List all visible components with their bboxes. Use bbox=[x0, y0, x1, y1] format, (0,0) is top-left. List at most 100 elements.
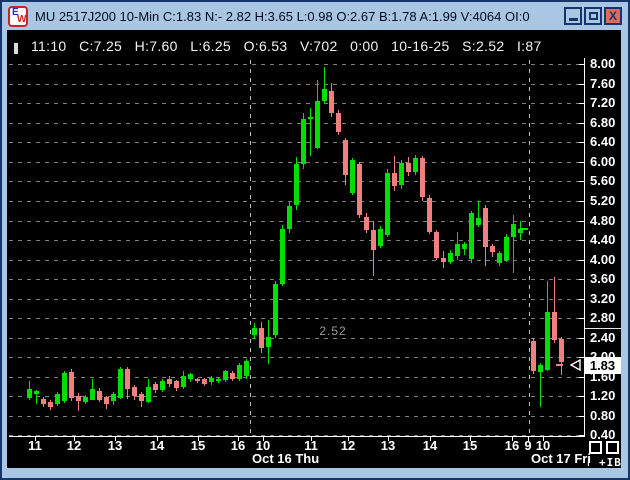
x-axis-hour-label: 15 bbox=[190, 438, 206, 453]
x-axis-hour-label: 13 bbox=[107, 438, 123, 453]
y-axis-label: 6.00 bbox=[590, 154, 616, 169]
candle bbox=[139, 394, 144, 401]
x-axis-tick bbox=[430, 437, 431, 441]
status-bar: 11:10 C:7.25 H:7.60 L:6.25 O:6.53 V:702 … bbox=[31, 38, 542, 54]
x-axis-tick bbox=[470, 437, 471, 441]
gridline bbox=[9, 435, 584, 436]
candle bbox=[83, 397, 88, 403]
candle bbox=[34, 391, 39, 394]
candle bbox=[364, 217, 369, 230]
y-axis-label: 7.60 bbox=[590, 76, 616, 91]
ib-button[interactable]: +IB bbox=[599, 456, 622, 469]
x-axis-hour-label: 12 bbox=[66, 438, 82, 453]
x-axis-tick bbox=[528, 437, 529, 441]
gridline bbox=[9, 416, 584, 417]
y-axis-tick bbox=[579, 84, 584, 85]
y-axis-tick bbox=[579, 338, 584, 339]
candle bbox=[132, 387, 137, 396]
candle bbox=[329, 91, 334, 113]
candle bbox=[104, 397, 109, 405]
candle bbox=[202, 379, 207, 384]
y-axis-tick bbox=[579, 357, 584, 358]
y-axis-label: 8.00 bbox=[590, 56, 616, 71]
candle bbox=[357, 164, 362, 216]
candle bbox=[97, 391, 102, 400]
window-title: MU 2517J200 10-Min C:1.83 N:- 2.82 H:3.6… bbox=[35, 8, 530, 24]
candle bbox=[559, 339, 564, 362]
y-axis-tick bbox=[579, 299, 584, 300]
y-axis-label: 6.80 bbox=[590, 115, 616, 130]
gridline bbox=[9, 84, 584, 85]
gridline bbox=[9, 299, 584, 300]
candle-wick bbox=[36, 390, 37, 405]
x-axis-tick bbox=[512, 437, 513, 441]
y-axis-label: 3.60 bbox=[590, 271, 616, 286]
candle bbox=[462, 244, 467, 249]
candle bbox=[552, 312, 557, 340]
minimize-icon bbox=[568, 17, 578, 21]
x-axis-hour-label: 13 bbox=[380, 438, 396, 453]
x-axis-tick bbox=[388, 437, 389, 441]
y-axis-tick bbox=[579, 142, 584, 143]
candle bbox=[195, 379, 200, 381]
y-axis-line bbox=[584, 58, 585, 437]
candle bbox=[41, 399, 46, 405]
session-break-line bbox=[529, 60, 530, 437]
x-axis-tick bbox=[348, 437, 349, 441]
candle bbox=[490, 246, 495, 253]
candle bbox=[448, 253, 453, 262]
x-axis-date-label: Oct 17 Fri bbox=[531, 451, 591, 466]
candle bbox=[476, 218, 481, 225]
candle-wick bbox=[513, 215, 514, 273]
y-axis-label: 3.20 bbox=[590, 291, 616, 306]
y-axis-label: 5.60 bbox=[590, 173, 616, 188]
candle bbox=[538, 365, 543, 372]
candle bbox=[62, 373, 67, 401]
candle-wick bbox=[540, 363, 541, 407]
candle bbox=[531, 341, 536, 372]
last-price-tag: 1.83 bbox=[584, 357, 621, 374]
candle bbox=[209, 378, 214, 383]
session-break-line bbox=[250, 60, 251, 437]
candle bbox=[125, 369, 130, 389]
candle bbox=[511, 224, 516, 238]
candle bbox=[399, 163, 404, 186]
footer-checkbox-2[interactable] bbox=[606, 441, 619, 454]
footer-checkbox-1[interactable] bbox=[589, 441, 602, 454]
x-axis-line bbox=[9, 436, 585, 437]
app-icon[interactable]: E W bbox=[8, 5, 28, 27]
candle bbox=[252, 328, 257, 336]
y-axis-tick bbox=[579, 103, 584, 104]
x-axis-date-label: Oct 16 Thu bbox=[252, 451, 320, 466]
app-icon-letter-e: E bbox=[12, 6, 19, 18]
close-button[interactable]: X bbox=[604, 7, 622, 25]
window-controls: X bbox=[564, 7, 622, 25]
x-axis-hour-label: 11 bbox=[304, 438, 318, 453]
x-axis-tick bbox=[263, 437, 264, 441]
status-grip[interactable] bbox=[14, 43, 18, 54]
candle-wick bbox=[324, 67, 325, 104]
maximize-button[interactable] bbox=[584, 7, 602, 25]
candle bbox=[76, 396, 81, 402]
candle bbox=[48, 402, 53, 407]
titlebar[interactable]: E W MU 2517J200 10-Min C:1.83 N:- 2.82 H… bbox=[2, 2, 628, 30]
x-axis-hour-label: 12 bbox=[340, 438, 356, 453]
gridline bbox=[9, 377, 584, 378]
chart-panel[interactable]: 11:10 C:7.25 H:7.60 L:6.25 O:6.53 V:702 … bbox=[7, 30, 622, 469]
gridline bbox=[9, 64, 584, 65]
candle bbox=[174, 381, 179, 389]
x-axis-hour-label: 10 bbox=[255, 438, 271, 453]
gridline bbox=[9, 260, 584, 261]
x-axis-hour-label: 16 bbox=[230, 438, 246, 453]
candle bbox=[287, 206, 292, 230]
y-axis-tick bbox=[579, 435, 584, 436]
minimize-button[interactable] bbox=[564, 7, 582, 25]
y-axis-label: 0.40 bbox=[590, 427, 616, 442]
x-axis-hour-label: 15 bbox=[462, 438, 478, 453]
candle bbox=[385, 173, 390, 235]
candle bbox=[223, 371, 228, 380]
candle bbox=[483, 208, 488, 248]
info-button[interactable]: i bbox=[587, 454, 590, 469]
candle-wick bbox=[310, 108, 311, 156]
